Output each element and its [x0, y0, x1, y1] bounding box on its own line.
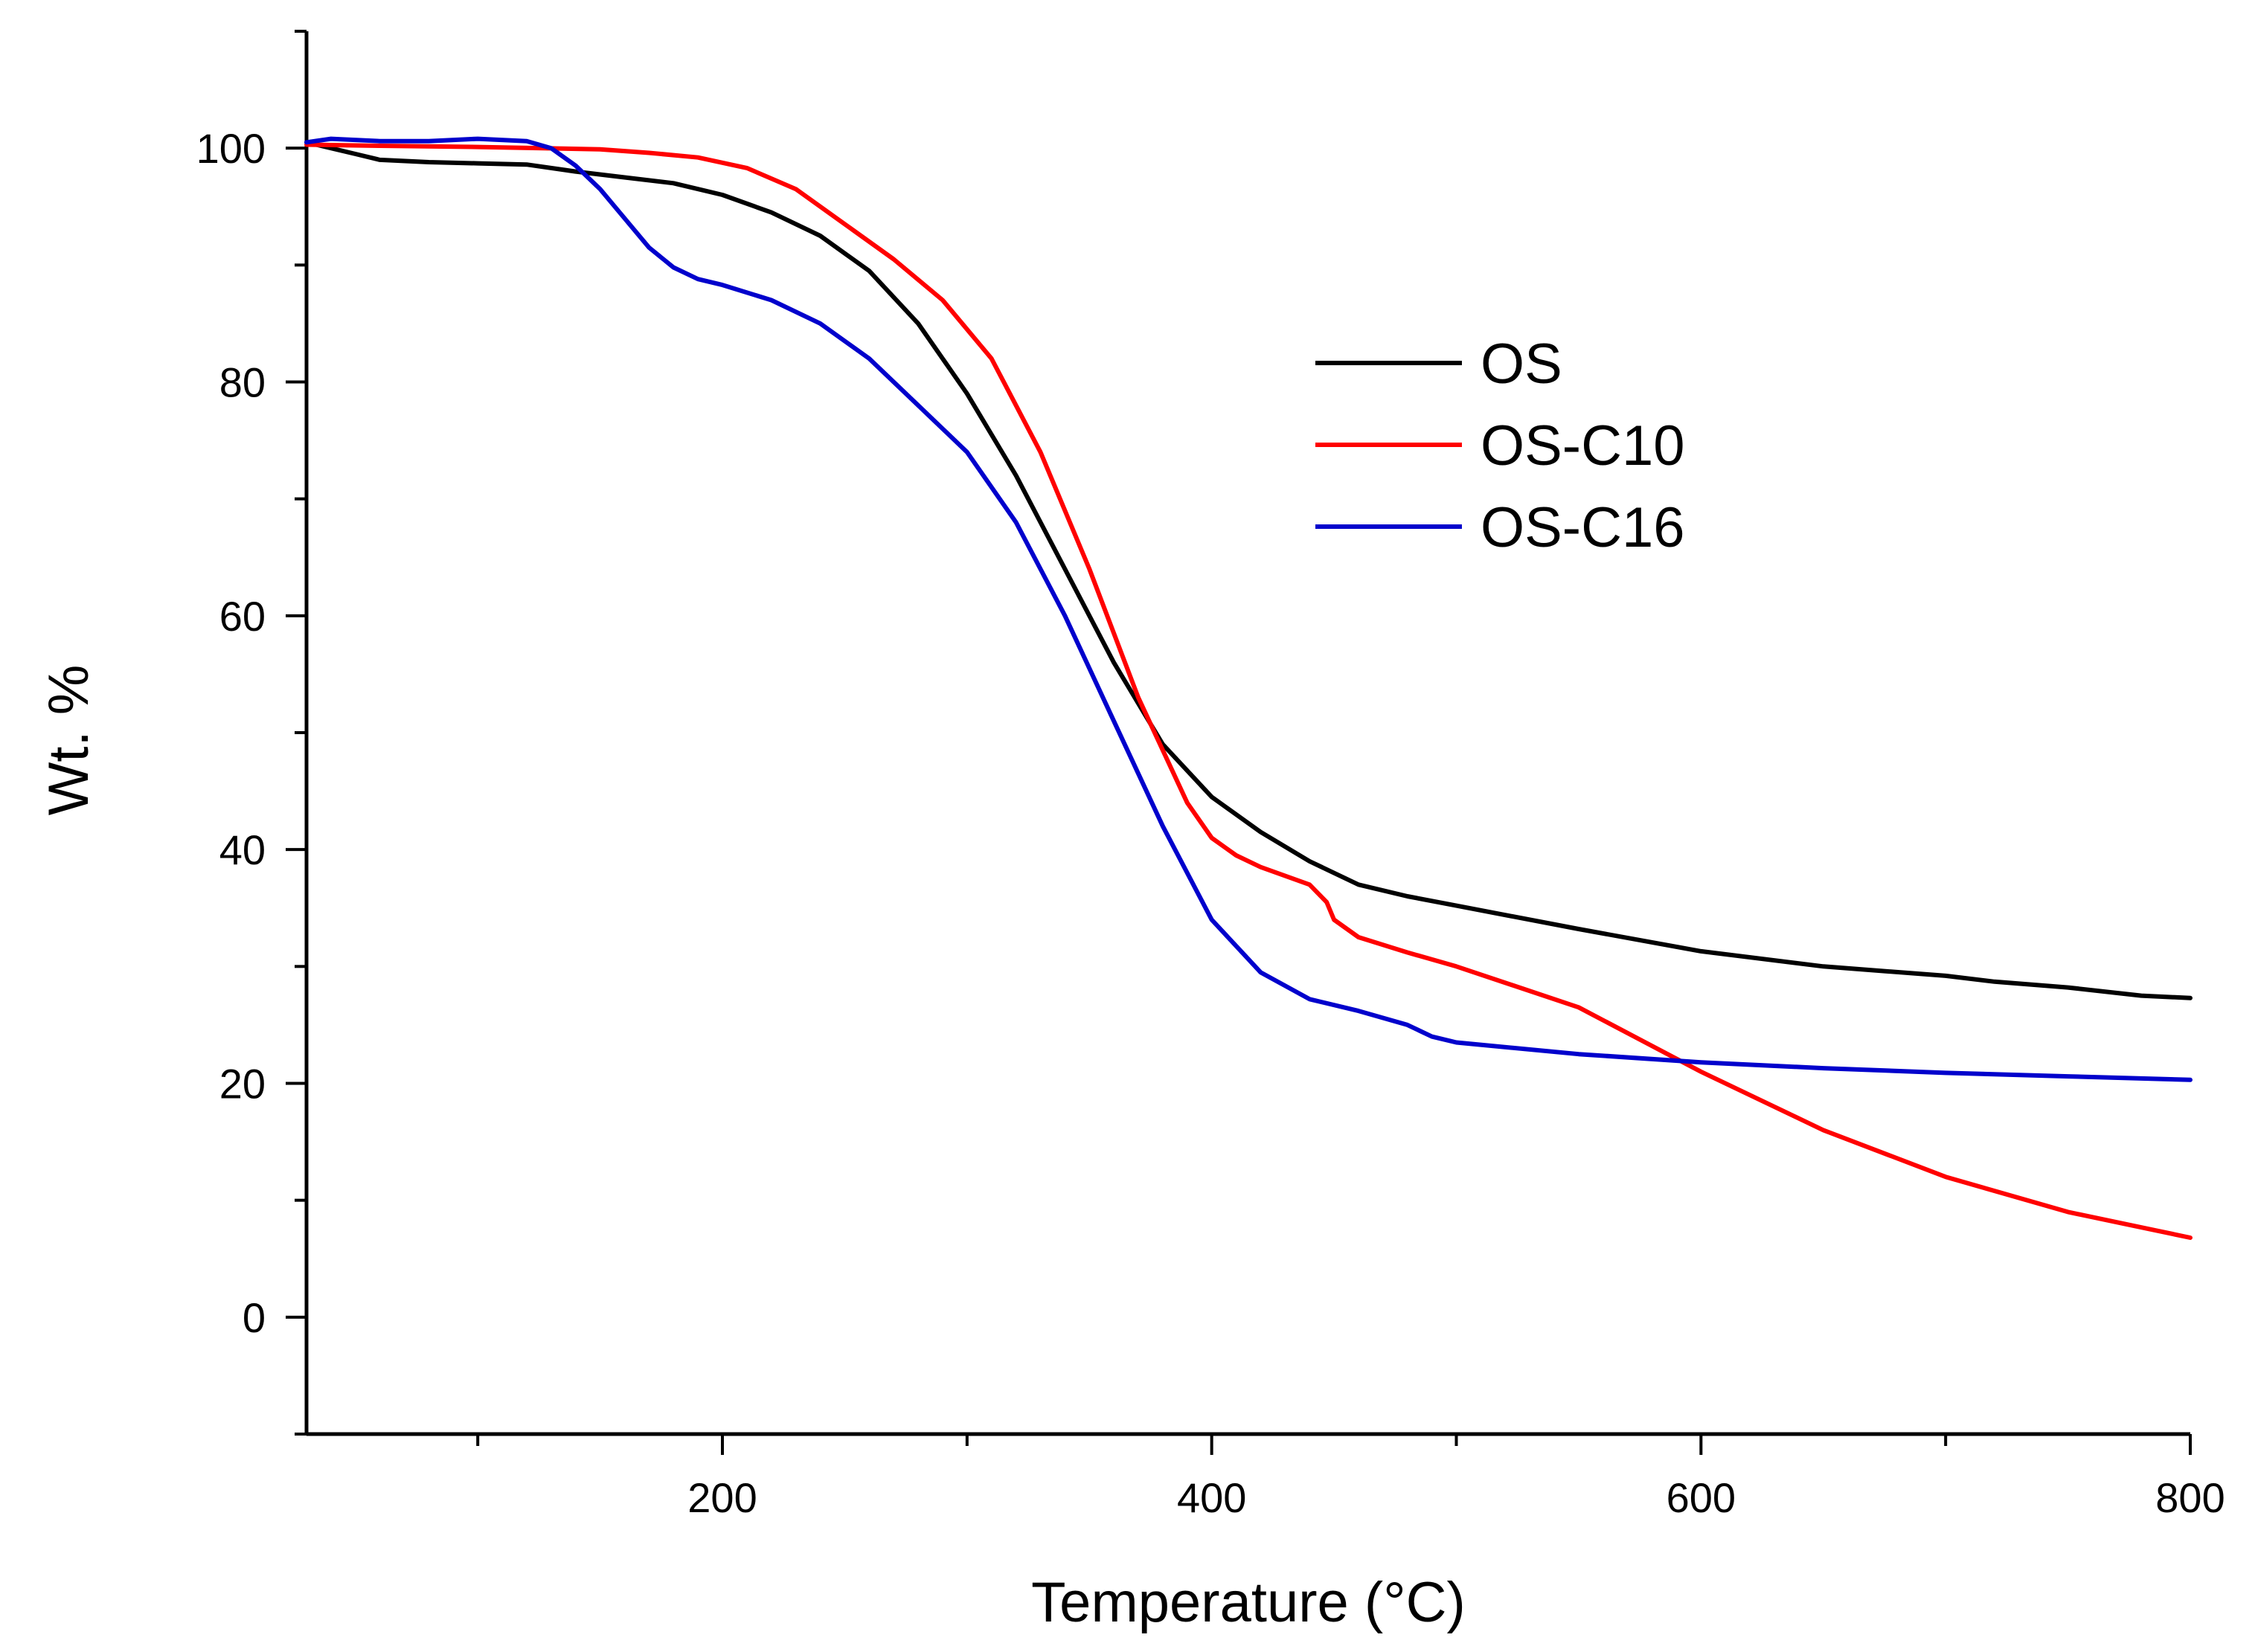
series-layer	[304, 136, 2193, 1240]
legend-label-os: OS	[1481, 332, 1562, 396]
x-tick-label: 600	[1667, 1474, 1736, 1521]
series-line-os	[304, 140, 2193, 1000]
x-tick-label: 200	[687, 1474, 757, 1521]
x-axis-title: Temperature (°C)	[1031, 1571, 1466, 1634]
legend-label-os-c16: OS-C16	[1481, 496, 1685, 559]
y-axis-title: Wt. %	[37, 665, 100, 816]
y-tick-label: 80	[219, 359, 266, 406]
y-tick-label: 40	[219, 826, 266, 873]
series-line-os-c10	[304, 142, 2193, 1240]
x-tick-label: 400	[1177, 1474, 1246, 1521]
y-tick-label: 100	[196, 125, 266, 172]
y-tick-label: 20	[219, 1061, 266, 1108]
legend-label-os-c10: OS-C10	[1481, 414, 1685, 478]
y-tick-label: 0	[243, 1294, 266, 1341]
legend: OS OS-C10 OS-C16	[1315, 332, 1685, 559]
x-tick-label: 800	[2155, 1474, 2224, 1521]
series-line-os-c16	[304, 136, 2193, 1082]
axes-layer: 200 400 600 800 0 20 40 60 80 100	[196, 30, 2225, 1521]
y-tick-label: 60	[219, 593, 266, 640]
